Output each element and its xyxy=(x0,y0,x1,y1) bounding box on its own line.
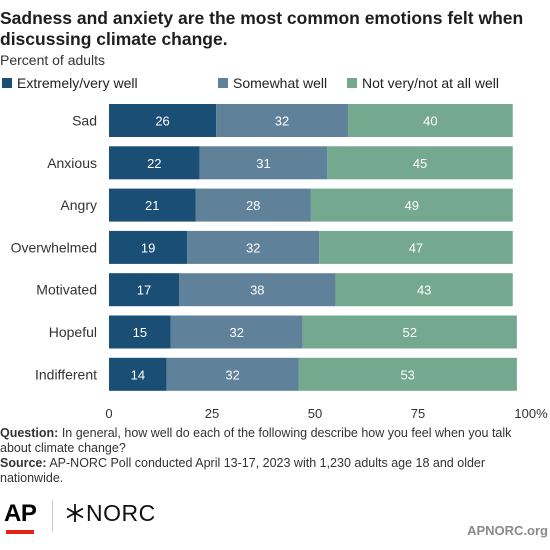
norc-logo-text: NORC xyxy=(86,500,156,526)
question-label: Question: xyxy=(0,426,59,440)
norc-star-icon xyxy=(66,504,84,522)
category-label: Overwhelmed xyxy=(11,239,97,255)
category-labels: Sad Anxious Angry Overwhelmed Motivated Hopef… xyxy=(11,113,97,383)
data-label: 53 xyxy=(400,367,414,382)
bar-segment xyxy=(109,188,196,222)
data-label: 47 xyxy=(409,240,423,255)
data-label: 43 xyxy=(417,283,431,298)
x-tick-label: 25 xyxy=(205,406,219,421)
chart-notes: Question: In general, how well do each o… xyxy=(0,426,546,486)
bar-segment xyxy=(327,146,513,180)
legend-swatch xyxy=(2,78,12,88)
bar-segment xyxy=(195,188,311,222)
x-tick-label: 100% xyxy=(514,406,548,421)
category-label: Angry xyxy=(60,197,97,213)
question-note: Question: In general, how well do each o… xyxy=(0,426,546,456)
bar-segment xyxy=(109,104,217,137)
data-label: 49 xyxy=(405,198,419,213)
site-url: APNORC.org xyxy=(467,523,548,538)
data-label: 19 xyxy=(141,240,155,255)
legend-label: Extremely/very well xyxy=(17,75,138,91)
bar-segment xyxy=(319,230,513,264)
category-label: Hopeful xyxy=(49,324,97,340)
data-label: 38 xyxy=(250,283,264,298)
logos: AP NORC xyxy=(0,498,300,538)
data-label: 21 xyxy=(145,198,159,213)
category-label: Motivated xyxy=(36,282,97,298)
bar-segment xyxy=(109,230,188,264)
bar-segment xyxy=(109,315,171,349)
legend-label: Somewhat well xyxy=(233,75,327,91)
bar-segment xyxy=(109,357,167,391)
data-label: 26 xyxy=(155,114,169,129)
data-label: 40 xyxy=(423,114,437,129)
x-tick-label: 0 xyxy=(105,406,112,421)
ap-logo-underline xyxy=(6,530,34,534)
data-label: 14 xyxy=(131,367,145,382)
bar-segment xyxy=(347,104,513,137)
bar-segment xyxy=(199,146,328,180)
bar-segment xyxy=(298,357,517,391)
data-label: 28 xyxy=(246,198,260,213)
stacked-bar-chart: Extremely/very well Somewhat well Not very… xyxy=(2,75,548,421)
bar-segment xyxy=(109,273,180,307)
chart-subtitle: Percent of adults xyxy=(0,52,106,68)
question-text: In general, how well do each of the foll… xyxy=(0,426,512,455)
x-tick-label: 50 xyxy=(308,406,322,421)
ap-logo: AP xyxy=(4,500,37,527)
category-label: Indifferent xyxy=(35,366,97,382)
data-label: 45 xyxy=(413,156,427,171)
bar-segment xyxy=(216,104,348,137)
category-label: Sad xyxy=(72,113,97,129)
source-note: Source: AP-NORC Poll conducted April 13-… xyxy=(0,456,546,486)
data-label: 32 xyxy=(225,367,239,382)
x-axis-ticks: 0 25 50 75 100% xyxy=(105,406,548,421)
bar-segment xyxy=(302,315,517,349)
data-label: 32 xyxy=(246,240,260,255)
bar-segment xyxy=(335,273,513,307)
logo-divider xyxy=(52,500,53,532)
bar-segment xyxy=(187,230,320,264)
data-label: 52 xyxy=(403,325,417,340)
x-tick-label: 75 xyxy=(411,406,425,421)
legend-label: Not very/not at all well xyxy=(362,75,499,91)
data-label: 31 xyxy=(256,156,270,171)
source-label: Source: xyxy=(0,456,47,470)
bar-segment xyxy=(166,357,299,391)
legend-swatch xyxy=(218,78,228,88)
source-text: AP-NORC Poll conducted April 13-17, 2023… xyxy=(0,456,486,485)
bar-segment xyxy=(109,146,200,180)
norc-logo: NORC xyxy=(66,500,156,527)
bar-segment xyxy=(310,188,513,222)
data-label: 17 xyxy=(137,283,151,298)
data-label: 32 xyxy=(229,325,243,340)
data-label: 15 xyxy=(133,325,147,340)
category-label: Anxious xyxy=(47,155,97,171)
chart-title: Sadness and anxiety are the most common … xyxy=(0,8,524,49)
bar-segment xyxy=(170,315,303,349)
legend: Extremely/very well Somewhat well Not very… xyxy=(2,75,499,91)
data-label: 32 xyxy=(275,114,289,129)
bars: 26 32 40 22 31 45 21 28 49 19 32 47 17 38 43 15 32 52 14 32… xyxy=(109,104,517,391)
data-label: 22 xyxy=(147,156,161,171)
bar-segment xyxy=(179,273,336,307)
legend-swatch xyxy=(347,78,357,88)
